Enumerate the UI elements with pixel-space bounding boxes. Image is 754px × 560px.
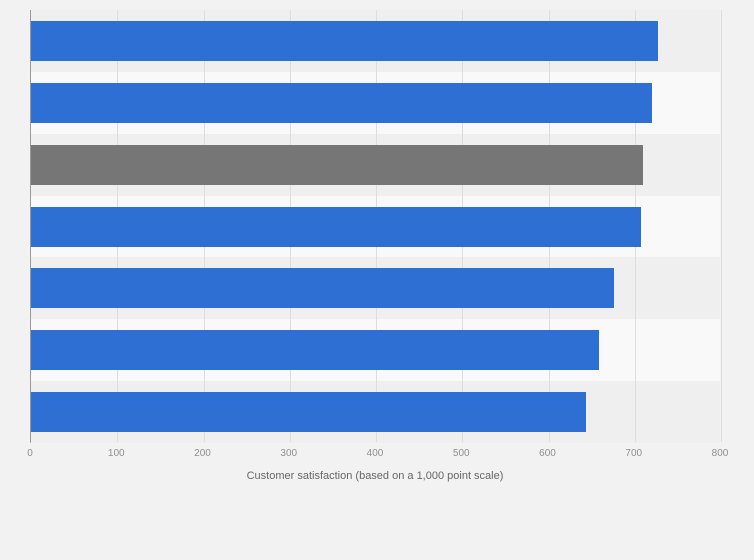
- bar[interactable]: [31, 206, 641, 247]
- bar[interactable]: [31, 268, 615, 309]
- x-tick-label: 400: [366, 448, 384, 459]
- x-tick-label: 600: [539, 448, 556, 459]
- x-tick-label: 100: [107, 448, 125, 459]
- bar[interactable]: [31, 82, 652, 123]
- x-tick-label: 700: [625, 448, 643, 459]
- x-tick-label: 0: [27, 448, 33, 459]
- plot-area: [30, 10, 722, 443]
- gridline: [721, 10, 722, 442]
- bar[interactable]: [31, 330, 600, 371]
- bar[interactable]: [31, 392, 586, 433]
- x-tick-label: 500: [452, 448, 470, 459]
- bar-highlighted[interactable]: [31, 144, 643, 185]
- x-axis-label: Customer satisfaction (based on a 1,000 …: [246, 470, 504, 482]
- x-axis: 0 100 200 300 400 500 600 700 800: [27, 448, 728, 462]
- bar[interactable]: [31, 20, 659, 61]
- x-tick-label: 300: [280, 448, 298, 459]
- x-tick-label: 800: [711, 448, 729, 459]
- x-tick-label: 200: [194, 448, 211, 459]
